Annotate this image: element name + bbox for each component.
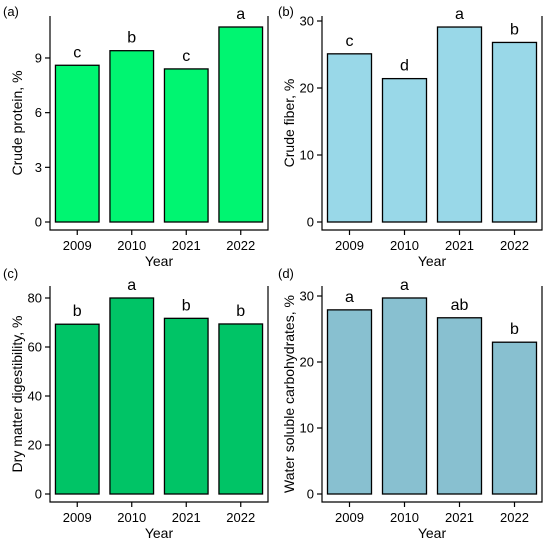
- panel-a-xtick-label: 2022: [226, 238, 255, 253]
- panel-c-frame: [49, 286, 269, 503]
- panel-c-xtick-label: 2021: [172, 510, 201, 525]
- panel-b-bar-letter: c: [346, 33, 354, 50]
- panel-c-ylabel: Dry matter digestibility, %: [9, 316, 25, 473]
- panel-d-xlabel: Year: [418, 525, 447, 541]
- panel-b-xtick-label: 2022: [500, 238, 529, 253]
- panel-a-bar: [218, 26, 264, 223]
- panel-b-xtick-label: 2021: [445, 238, 474, 253]
- panel-c-bar-letter: a: [127, 277, 136, 294]
- panel-a-ytick-label: 3: [35, 160, 42, 175]
- panel-a-label: (a): [3, 4, 19, 19]
- panel-a-ytick-label: 6: [35, 105, 42, 120]
- panel-a-bar: [109, 50, 155, 223]
- panel-c-bar-letter: b: [236, 303, 245, 320]
- panel-c-bar: [163, 317, 209, 495]
- panel-a-xtick-label: 2021: [172, 238, 201, 253]
- panel-d-bar: [436, 317, 483, 495]
- panel-c-ytick-label: 20: [28, 438, 42, 453]
- panel-c-ytick-label: 40: [28, 389, 42, 404]
- panel-d-bar-letter: b: [510, 321, 519, 338]
- panel-a-xtick-label: 2009: [63, 238, 92, 253]
- panel-b-ytick-label: 30: [300, 14, 314, 29]
- panel-a-ytick-label: 9: [35, 50, 42, 65]
- panel-c-bar: [54, 323, 100, 495]
- panel-a-bar-letter: a: [236, 6, 245, 23]
- panel-b-ytick-label: 0: [307, 215, 314, 230]
- panel-a-ylabel: Crude protein, %: [9, 70, 25, 175]
- panel-c-bar: [109, 297, 155, 495]
- panel-b-ylabel: Crude fiber, %: [281, 79, 297, 168]
- panel-b-xlabel: Year: [418, 253, 447, 269]
- panel-d-bar-letter: a: [400, 277, 409, 294]
- panel-d-frame: [321, 286, 543, 503]
- panel-c-bar-letter: b: [182, 297, 191, 314]
- panel-d-ytick-label: 20: [300, 355, 314, 370]
- panel-d-xtick-label: 2010: [390, 510, 419, 525]
- panel-c-ytick-label: 80: [28, 291, 42, 306]
- panel-a-bar: [54, 64, 100, 223]
- panel-b-bar: [491, 41, 538, 223]
- panel-b-xtick-label: 2009: [335, 238, 364, 253]
- panel-d-bar: [326, 309, 373, 495]
- panel-c-bar: [218, 323, 264, 495]
- panel-b-ytick-label: 20: [300, 81, 314, 96]
- panel-d-bar: [381, 297, 428, 495]
- panel-d-ytick-label: 30: [300, 289, 314, 304]
- panel-d-ytick-label: 10: [300, 421, 314, 436]
- panel-d-ylabel: Water soluble carbohydrates, %: [281, 295, 297, 493]
- panel-b-label: (b): [278, 4, 294, 19]
- panel-d-xtick-label: 2022: [500, 510, 529, 525]
- panel-c-bar-letter: b: [73, 303, 82, 320]
- panel-d-bar-letter: a: [345, 289, 354, 306]
- panel-a-xlabel: Year: [145, 253, 174, 269]
- panel-c-xtick-label: 2009: [63, 510, 92, 525]
- panel-c-ytick-label: 0: [35, 487, 42, 502]
- panel-b-bar-letter: a: [455, 6, 464, 23]
- panel-d-label: (d): [278, 266, 294, 281]
- panel-d-bar-letter: ab: [451, 297, 469, 314]
- panel-b-ytick-label: 10: [300, 148, 314, 163]
- panel-c-xtick-label: 2022: [226, 510, 255, 525]
- panel-c-label: (c): [3, 266, 18, 281]
- panel-d-bar: [491, 341, 538, 495]
- panel-c-xlabel: Year: [145, 525, 174, 541]
- panel-c-xtick-label: 2010: [117, 510, 146, 525]
- panel-a-ytick-label: 0: [35, 215, 42, 230]
- panel-b-bar: [326, 53, 373, 223]
- panel-c-ytick-label: 60: [28, 340, 42, 355]
- panel-b-bar-letter: b: [510, 21, 519, 38]
- panel-a-bar: [163, 68, 209, 223]
- panel-b-bar: [381, 77, 428, 223]
- panel-b-frame: [321, 16, 543, 231]
- panel-b-bar-letter: d: [400, 58, 409, 75]
- panel-d-xtick-label: 2021: [445, 510, 474, 525]
- panel-a-frame: [49, 16, 269, 231]
- panel-b-xtick-label: 2010: [390, 238, 419, 253]
- panel-b-bar: [436, 26, 483, 223]
- panel-a-bar-letter: c: [73, 44, 81, 61]
- panel-d-xtick-label: 2009: [335, 510, 364, 525]
- panel-a-bar-letter: b: [127, 30, 136, 47]
- panel-d-ytick-label: 0: [307, 487, 314, 502]
- panel-a-bar-letter: c: [182, 48, 190, 65]
- panel-a-xtick-label: 2010: [117, 238, 146, 253]
